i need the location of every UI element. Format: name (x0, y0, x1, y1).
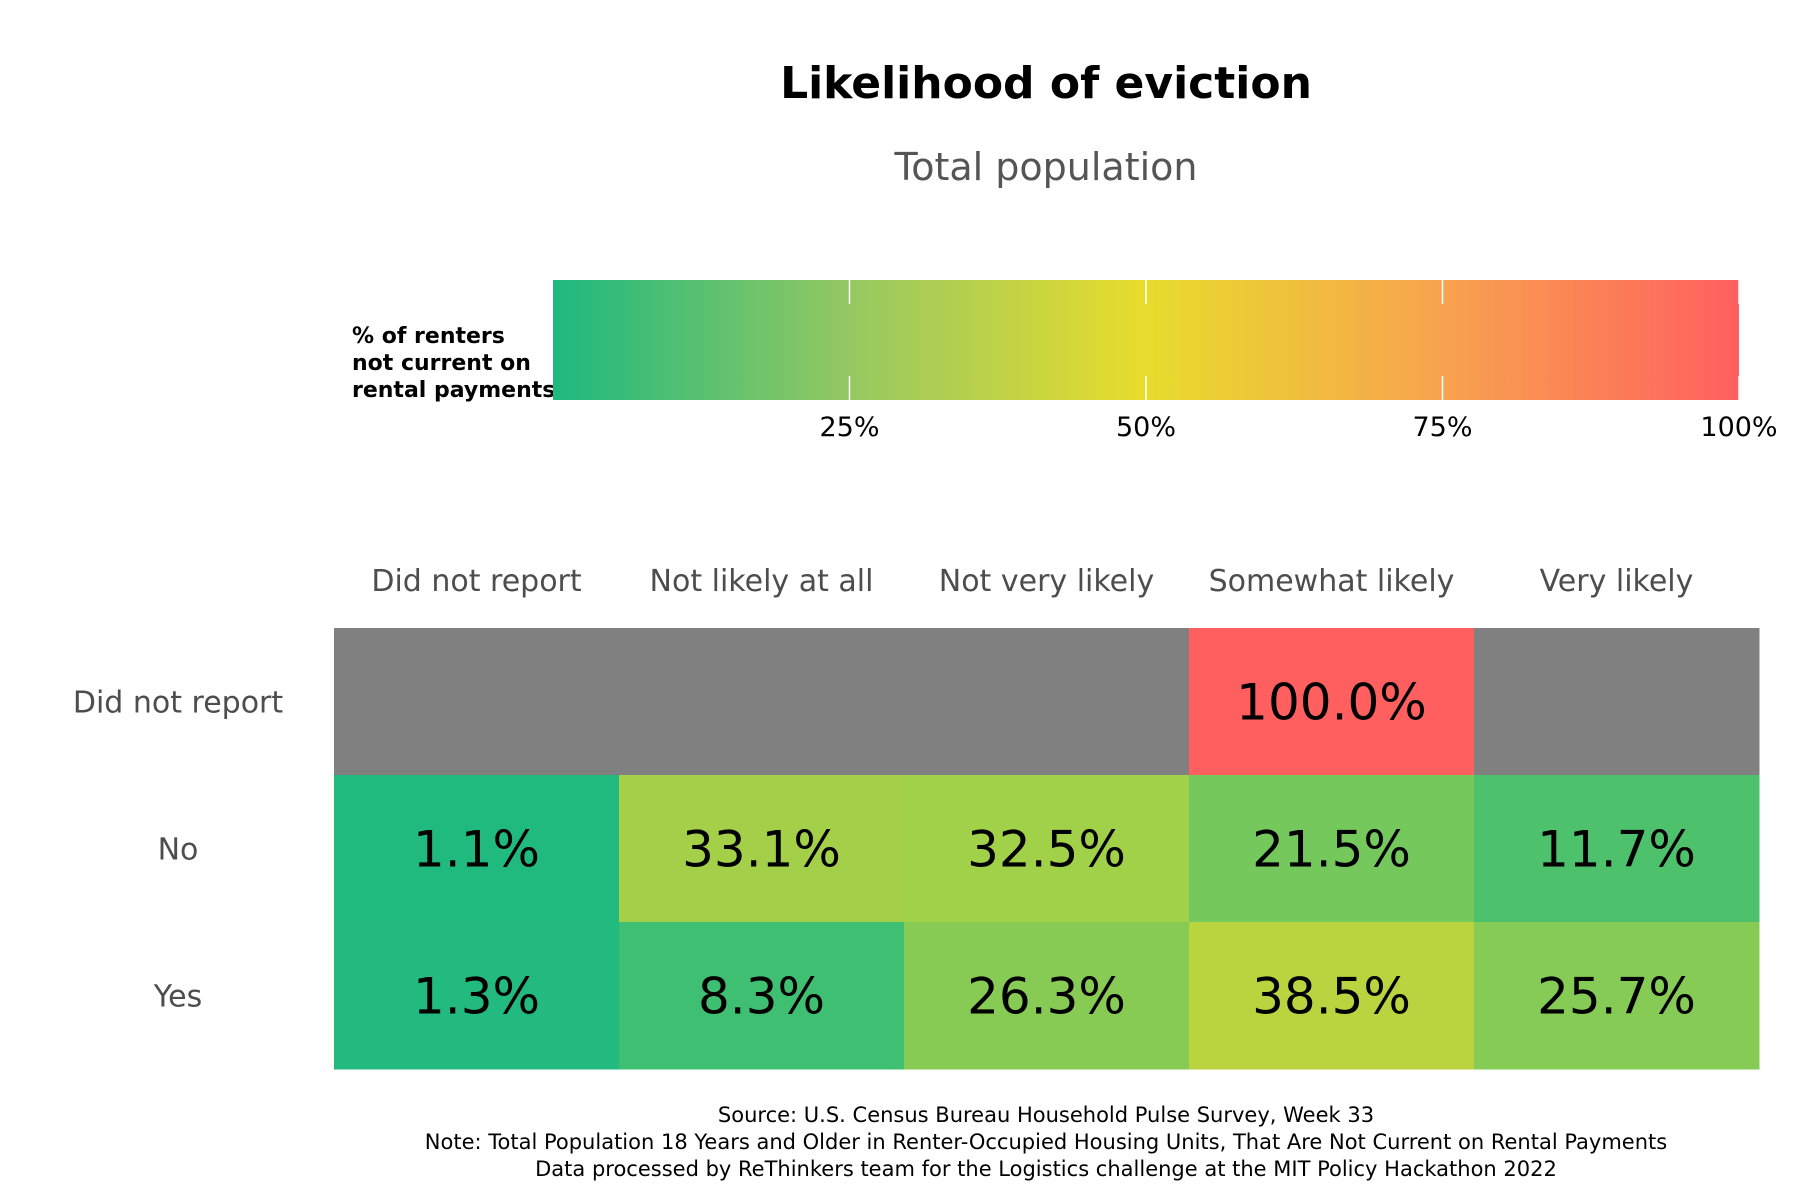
heatmap-cell-did-not-report-not-very-likely (904, 628, 1190, 776)
column-label-did-not-report: Did not report (371, 564, 582, 599)
legend-title-line-3: rental payments (352, 378, 555, 403)
heatmap-cell-yes-very-likely (1474, 922, 1760, 1070)
cell-value-label-no-not-likely-at-all: 33.1% (682, 821, 841, 879)
color-legend: % of renters not current on rental payme… (352, 280, 1778, 443)
column-label-not-very-likely: Not very likely (939, 564, 1154, 599)
legend-title-line-2: not current on (352, 351, 531, 376)
heatmap-cell-yes-not-very-likely (904, 922, 1190, 1070)
column-label-very-likely: Very likely (1540, 564, 1694, 599)
heatmap-cell-yes-not-likely-at-all (619, 922, 905, 1070)
legend-tick-label-50: 50% (1116, 412, 1176, 443)
heatmap-cell-no-somewhat-likely (1189, 775, 1475, 923)
cell-value-label-no-not-very-likely: 32.5% (967, 821, 1126, 879)
heatmap-cell-did-not-report-not-likely-at-all (619, 628, 905, 776)
row-label-no: No (158, 833, 199, 868)
legend-tick-label-75: 75% (1412, 412, 1472, 443)
row-labels: Did not report No Yes (73, 686, 284, 1015)
cell-value-label-did-not-report-somewhat-likely: 100.0% (1236, 674, 1427, 732)
heatmap-cell-no-not-very-likely (904, 775, 1190, 923)
legend-tick-label-100: 100% (1700, 412, 1777, 443)
heatmap-cell-no-very-likely (1474, 775, 1760, 923)
caption-credit: Data processed by ReThinkers team for th… (535, 1157, 1557, 1181)
cell-value-label-no-did-not-report: 1.1% (413, 821, 540, 879)
cell-value-label-yes-not-likely-at-all: 8.3% (698, 968, 825, 1026)
chart-subtitle: Total population (893, 145, 1197, 189)
caption: Source: U.S. Census Bureau Household Pul… (425, 1103, 1667, 1181)
caption-source: Source: U.S. Census Bureau Household Pul… (718, 1103, 1374, 1127)
heatmap-cell-did-not-report-somewhat-likely (1189, 628, 1475, 776)
heatmap-cell-did-not-report-very-likely (1474, 628, 1760, 776)
heatmap-cells: 100.0% 1.1% 33.1% 32.5% 21.5% 11.7% 1.3% 8.3% 26… (334, 628, 1760, 1070)
legend-title-line-1: % of renters (352, 324, 505, 349)
legend-tick-label-25: 25% (819, 412, 879, 443)
column-label-somewhat-likely: Somewhat likely (1209, 564, 1455, 599)
column-label-not-likely-at-all: Not likely at all (650, 564, 874, 599)
legend-ticks: 25% 50% 75% 100% (819, 280, 1778, 443)
cell-value-label-yes-somewhat-likely: 38.5% (1252, 968, 1411, 1026)
row-label-yes: Yes (153, 980, 202, 1015)
column-labels: Did not report Not likely at all Not very … (371, 564, 1693, 599)
cell-value-label-yes-did-not-report: 1.3% (413, 968, 540, 1026)
cell-value-label-no-somewhat-likely: 21.5% (1252, 821, 1411, 879)
chart-title: Likelihood of eviction (780, 58, 1312, 109)
caption-note: Note: Total Population 18 Years and Olde… (425, 1130, 1667, 1154)
cell-value-label-yes-not-very-likely: 26.3% (967, 968, 1126, 1026)
heatmap-cell-yes-did-not-report (334, 922, 620, 1070)
cell-value-label-no-very-likely: 11.7% (1537, 821, 1696, 879)
heatmap-cell-yes-somewhat-likely (1189, 922, 1475, 1070)
heatmap-cell-no-did-not-report (334, 775, 620, 923)
heatmap-cell-no-not-likely-at-all (619, 775, 905, 923)
heatmap-cell-did-not-report-did-not-report (334, 628, 620, 776)
row-label-did-not-report: Did not report (73, 686, 284, 721)
cell-value-label-yes-very-likely: 25.7% (1537, 968, 1696, 1026)
